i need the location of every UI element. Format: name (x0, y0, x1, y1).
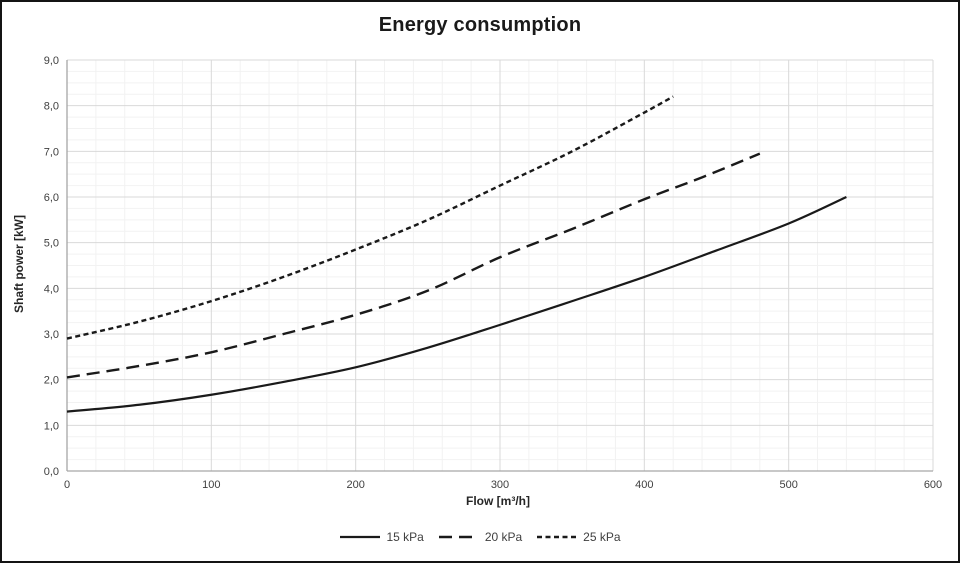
x-tick-label: 100 (202, 479, 220, 491)
y-tick-label: 1,0 (44, 420, 59, 432)
x-axis-title: Flow [m³/h] (466, 494, 530, 508)
y-tick-label: 3,0 (44, 329, 59, 341)
x-tick-label: 500 (779, 479, 797, 491)
legend-item: 20 kPa (438, 530, 522, 544)
y-tick-label: 8,0 (44, 101, 59, 113)
legend-label: 15 kPa (386, 530, 424, 544)
y-tick-label: 9,0 (44, 55, 59, 67)
legend-line-sample-icon (537, 535, 578, 539)
x-tick-label: 600 (924, 479, 942, 491)
y-tick-label: 5,0 (44, 238, 59, 250)
y-tick-label: 7,0 (44, 146, 59, 158)
legend-item: 15 kPa (339, 530, 424, 544)
series-line-15-kpa (66, 196, 847, 413)
x-tick-label: 200 (346, 479, 364, 491)
legend-line-sample-icon (340, 535, 381, 539)
x-tick-label: 0 (64, 479, 70, 491)
y-tick-label: 6,0 (44, 192, 59, 204)
legend-line-sample-icon (438, 535, 479, 539)
series-line-20-kpa (66, 152, 761, 379)
x-tick-label: 300 (491, 479, 509, 491)
legend: 15 kPa 20 kPa 25 kPa (2, 530, 958, 544)
x-tick-label: 400 (635, 479, 653, 491)
chart-title: Energy consumption (378, 14, 582, 36)
legend-item: 25 kPa (536, 530, 621, 544)
series-line-25-kpa (66, 95, 674, 340)
y-axis-title-wrap: Shaft power [kW] (10, 58, 28, 469)
legend-label: 20 kPa (484, 530, 523, 544)
y-axis-title: Shaft power [kW] (12, 214, 26, 313)
y-tick-label: 0,0 (44, 466, 59, 478)
y-tick-label: 2,0 (44, 375, 59, 387)
y-tick-label: 4,0 (44, 283, 59, 295)
legend-label: 25 kPa (583, 530, 621, 544)
